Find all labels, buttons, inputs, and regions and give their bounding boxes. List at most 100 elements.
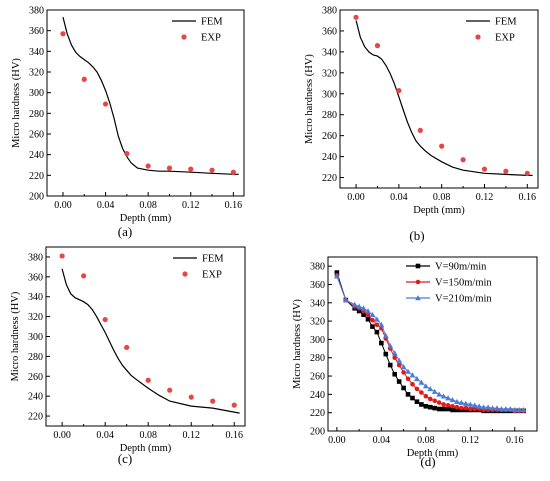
data-point xyxy=(382,332,389,339)
y-tick-label: 300 xyxy=(29,88,44,99)
data-point xyxy=(342,297,349,303)
y-tick-label: 240 xyxy=(322,152,337,163)
chart-panel-a: 0.00 0.04 0.08 0.12 0.16 200 220 240 260 280 300 32… xyxy=(11,6,245,239)
data-point xyxy=(209,167,215,173)
x-tick-label: 0.08 xyxy=(139,200,157,211)
data-point xyxy=(361,312,366,317)
data-point xyxy=(374,316,380,322)
x-tick-label: 0.04 xyxy=(97,200,115,211)
data-point xyxy=(102,101,109,107)
data-point xyxy=(481,166,488,172)
y-tick-label: 300 xyxy=(322,89,337,100)
data-point xyxy=(60,31,66,37)
data-point xyxy=(145,377,151,383)
x-tick-label: 0.00 xyxy=(53,430,71,441)
data-point xyxy=(516,407,523,413)
x-tick-label: 0.04 xyxy=(373,435,391,446)
chart-panel-c: 0.00 0.04 0.08 0.12 0.16 220 240 260 280 300 320 34… xyxy=(10,246,246,466)
data-point xyxy=(167,387,173,393)
data-point xyxy=(356,308,362,314)
data-point xyxy=(422,383,429,389)
data-point xyxy=(124,151,130,157)
data-point xyxy=(458,399,465,405)
data-point xyxy=(334,273,340,279)
data-point xyxy=(166,165,173,171)
data-point xyxy=(441,406,446,412)
legend-label: V=210m/min xyxy=(435,294,492,305)
data-point xyxy=(387,342,394,349)
panel-caption: (b) xyxy=(409,228,424,243)
y-tick-label: 220 xyxy=(322,173,337,184)
data-point xyxy=(374,43,381,49)
plot-frame xyxy=(46,9,245,197)
data-point xyxy=(231,402,237,408)
data-point xyxy=(494,405,500,411)
legend-marker xyxy=(415,295,421,301)
data-point xyxy=(524,170,530,176)
data-point xyxy=(476,403,483,409)
data-point xyxy=(480,404,487,410)
data-point xyxy=(511,407,518,413)
data-point xyxy=(365,308,371,314)
data-point xyxy=(459,405,464,411)
data-point xyxy=(396,379,402,384)
data-point xyxy=(503,168,509,174)
data-point xyxy=(414,386,420,392)
data-point xyxy=(369,311,376,317)
x-tick-label: 0.12 xyxy=(476,192,494,203)
y-tick-label: 200 xyxy=(310,427,325,438)
data-point xyxy=(436,391,443,397)
data-point xyxy=(188,166,194,172)
legend-label: V=90m/min xyxy=(435,262,487,273)
data-point xyxy=(370,324,375,329)
data-point xyxy=(365,316,371,322)
legend-marker xyxy=(415,279,421,285)
data-point xyxy=(498,406,505,412)
x-tick-label: 0.00 xyxy=(347,192,365,203)
data-point xyxy=(467,401,474,407)
chart-panel-d: 0.00 0.04 0.08 0.12 0.16 200 220 240 260 280 300 32… xyxy=(292,256,538,469)
data-point xyxy=(445,395,451,401)
y-tick-label: 220 xyxy=(310,408,325,419)
data-point xyxy=(436,406,442,412)
y-tick-label: 280 xyxy=(322,110,337,121)
x-tick-label: 0.04 xyxy=(96,430,114,441)
data-point xyxy=(454,407,460,413)
y-tick-label: 360 xyxy=(310,280,325,291)
y-tick-label: 260 xyxy=(29,130,44,141)
y-tick-label: 380 xyxy=(29,6,44,17)
panel-caption: (c) xyxy=(118,451,132,466)
data-point xyxy=(417,127,423,134)
data-point xyxy=(489,405,496,411)
y-tick-label: 220 xyxy=(29,171,44,182)
data-point xyxy=(379,340,384,346)
y-tick-label: 360 xyxy=(29,26,44,37)
y-tick-label: 380 xyxy=(28,252,43,263)
legend-marker xyxy=(182,271,188,277)
data-point xyxy=(414,375,420,382)
y-tick-label: 200 xyxy=(29,192,44,203)
data-point xyxy=(467,406,473,412)
y-axis-label: Micro hardness (HV) xyxy=(11,58,22,148)
data-point xyxy=(396,362,402,368)
data-point xyxy=(383,351,389,357)
y-tick-label: 340 xyxy=(28,292,43,303)
legend-label: V=150m/min xyxy=(435,278,492,289)
x-tick-label: 0.12 xyxy=(182,430,200,441)
data-point xyxy=(419,402,424,407)
data-point xyxy=(374,329,380,335)
x-tick-label: 0.16 xyxy=(225,430,243,441)
y-tick-label: 220 xyxy=(28,412,43,423)
legend-label: EXP xyxy=(495,33,515,44)
data-point xyxy=(374,322,380,328)
y-tick-label: 280 xyxy=(310,353,325,364)
x-axis-label: Depth (mm) xyxy=(120,213,172,224)
data-point xyxy=(427,404,433,410)
series-line-FEM xyxy=(61,268,240,414)
y-axis-label: Micro hardness (HV) xyxy=(292,299,303,389)
data-point xyxy=(502,406,509,412)
data-point xyxy=(392,371,398,377)
legend-label: FEM xyxy=(201,17,223,28)
legend-label: FEM xyxy=(495,17,517,28)
